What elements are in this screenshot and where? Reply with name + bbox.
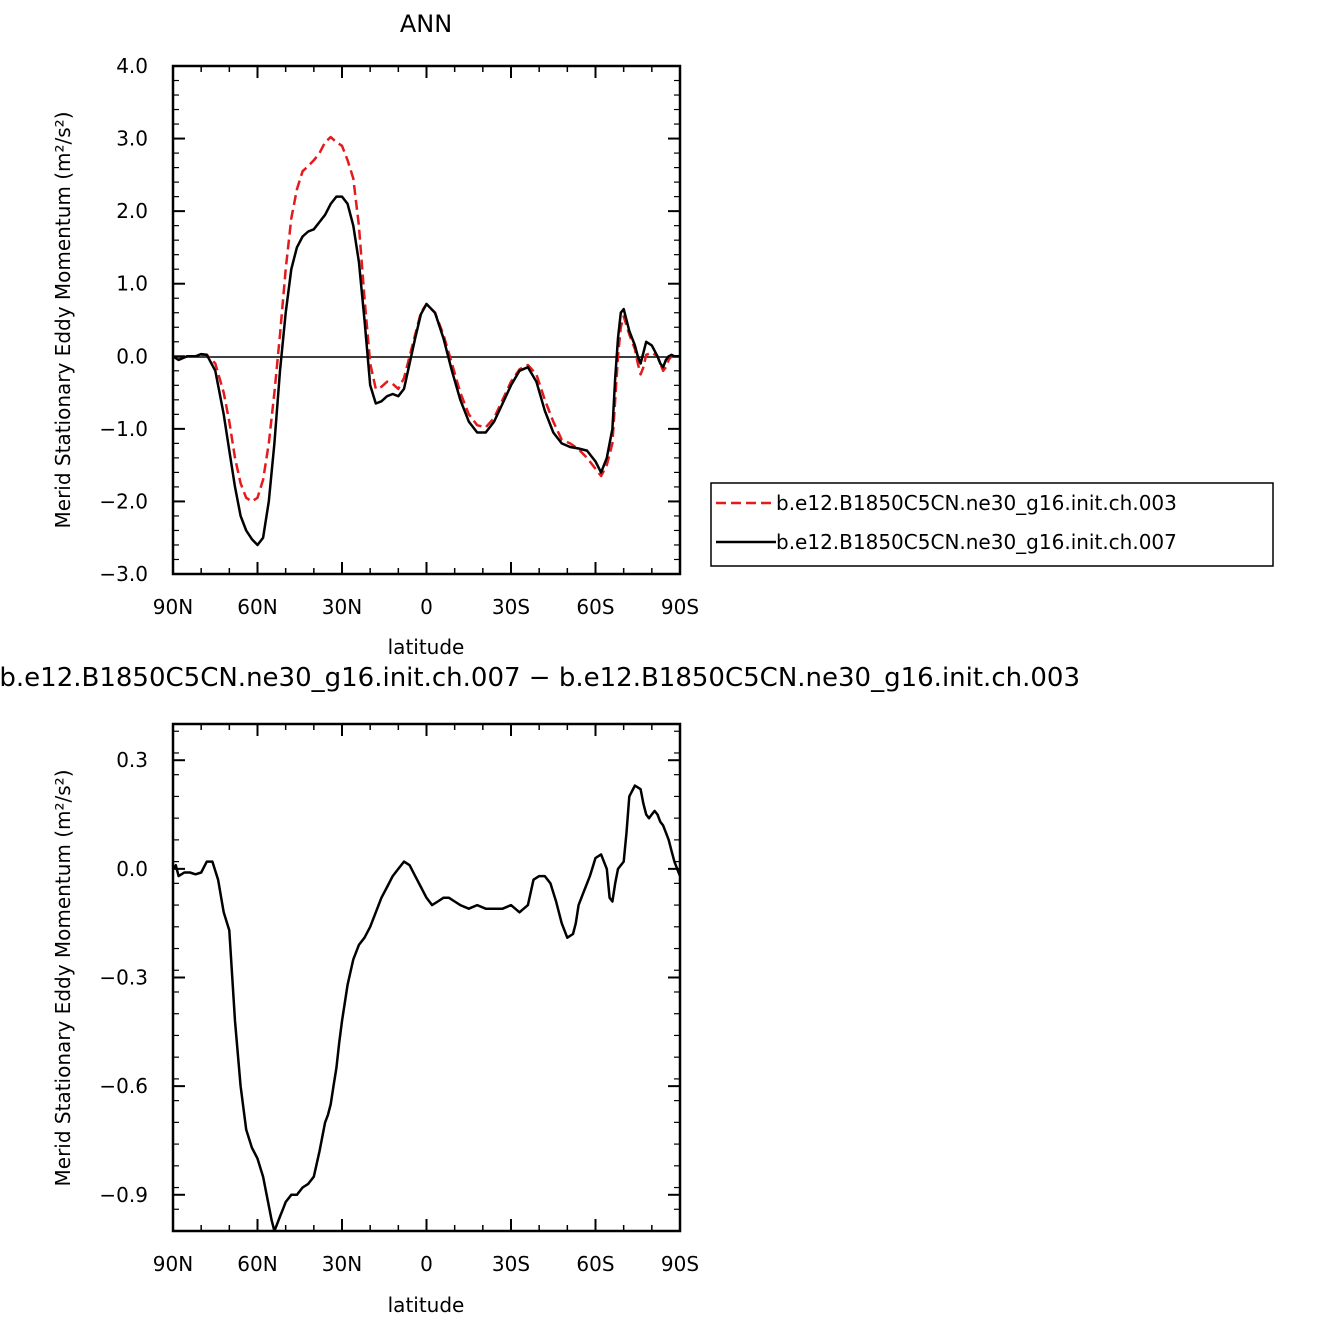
x-tick-label: 90S xyxy=(661,595,699,619)
legend: b.e12.B1850C5CN.ne30_g16.init.ch.003 b.e… xyxy=(710,482,1274,567)
bottom-plot-frame xyxy=(171,722,682,1233)
top-x-axis-title: latitude xyxy=(388,635,465,659)
x-tick-label: 90S xyxy=(661,1252,699,1276)
series-line-ch003 xyxy=(173,135,680,503)
x-tick-label: 60S xyxy=(576,595,614,619)
x-tick-label: 60N xyxy=(237,595,277,619)
y-tick-label: 0.0 xyxy=(116,857,148,881)
x-tick-label: 60N xyxy=(237,1252,277,1276)
x-tick-label: 90N xyxy=(153,1252,193,1276)
x-tick-label: 0 xyxy=(420,1252,433,1276)
top-y-axis: 4.0 3.0 2.0 1.0 0.0 −1.0 −2.0 −3.0 xyxy=(99,54,680,586)
x-tick-label: 60S xyxy=(576,1252,614,1276)
x-tick-label: 30N xyxy=(322,1252,362,1276)
top-plot-title: ANN xyxy=(400,10,452,38)
y-tick-label: 2.0 xyxy=(116,199,148,223)
legend-label-ch003: b.e12.B1850C5CN.ne30_g16.init.ch.003 xyxy=(776,491,1177,515)
y-tick-label: −3.0 xyxy=(99,562,148,586)
bottom-plot-title: b.e12.B1850C5CN.ne30_g16.init.ch.007 − b… xyxy=(0,663,1080,693)
y-tick-label: −1.0 xyxy=(99,417,148,441)
top-y-axis-title: Merid Stationary Eddy Momentum (m²/s²) xyxy=(51,112,75,529)
x-tick-label: 30S xyxy=(492,1252,530,1276)
series-line-ch007 xyxy=(173,195,680,547)
bottom-y-axis-title: Merid Stationary Eddy Momentum (m²/s²) xyxy=(51,770,75,1187)
y-tick-label: 4.0 xyxy=(116,54,148,78)
y-tick-label: −0.6 xyxy=(99,1074,148,1098)
bottom-x-axis: 90N 60N 30N 0 30S 60S 90S xyxy=(153,724,699,1276)
y-tick-label: −0.9 xyxy=(99,1183,148,1207)
top-x-axis: 90N 60N 30N 0 30S 60S 90S xyxy=(153,66,699,619)
bottom-panel: b.e12.B1850C5CN.ne30_g16.init.ch.007 − b… xyxy=(0,663,1080,1317)
bottom-y-axis: 0.3 0.0 −0.3 −0.6 −0.9 xyxy=(99,730,680,1232)
y-tick-label: 1.0 xyxy=(116,272,148,296)
y-tick-label: −2.0 xyxy=(99,489,148,513)
y-tick-label: −0.3 xyxy=(99,966,148,990)
y-tick-label: 3.0 xyxy=(116,127,148,151)
legend-label-ch007: b.e12.B1850C5CN.ne30_g16.init.ch.007 xyxy=(776,530,1177,554)
x-tick-label: 30N xyxy=(322,595,362,619)
top-plot-frame xyxy=(171,64,682,576)
x-tick-label: 0 xyxy=(420,595,433,619)
y-tick-label: 0.3 xyxy=(116,748,148,772)
y-tick-label: 0.0 xyxy=(116,344,148,368)
x-tick-label: 90N xyxy=(153,595,193,619)
x-tick-label: 30S xyxy=(492,595,530,619)
bottom-x-axis-title: latitude xyxy=(388,1293,465,1317)
top-panel: ANN 90N 60N 30N 0 30S 60S 90S 4.0 3.0 2.0 1.0 0.0 −… xyxy=(51,10,1274,659)
series-line-difference xyxy=(173,784,680,1231)
legend-box xyxy=(710,482,1274,567)
